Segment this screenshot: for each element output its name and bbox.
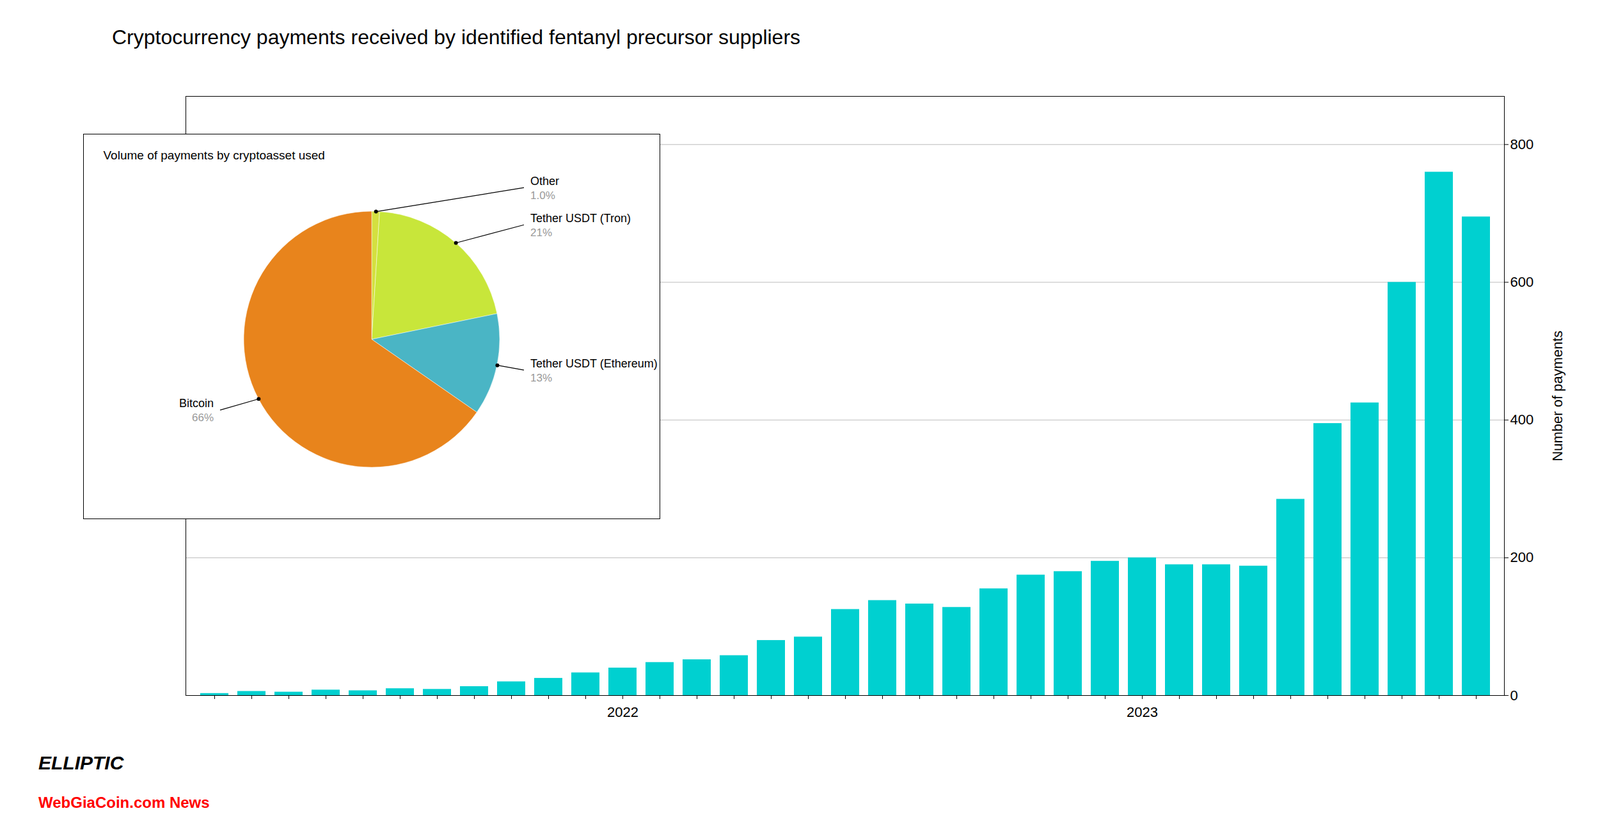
svg-text:Number of payments: Number of payments: [1549, 330, 1566, 461]
html-text:Cryptocurrency payments receiv: Cryptocurrency payments received by iden…: [111, 25, 801, 49]
svg-text:Tether USDT (Ethereum): Tether USDT (Ethereum): [530, 356, 658, 370]
svg-text:66%: 66%: [191, 411, 214, 424]
svg-text:1.0%: 1.0%: [530, 189, 556, 202]
svg-text:2023: 2023: [1126, 703, 1158, 720]
html-text:WebGiaCoin.com News: WebGiaCoin.com News: [38, 793, 210, 811]
svg-text:Other: Other: [530, 174, 560, 188]
svg-text:600: 600: [1510, 273, 1535, 290]
svg-text:2022: 2022: [607, 703, 639, 720]
svg-text:400: 400: [1510, 411, 1535, 428]
svg-text:21%: 21%: [530, 226, 553, 239]
svg-text:800: 800: [1510, 136, 1535, 153]
svg-text:0: 0: [1510, 687, 1519, 704]
svg-text:Tether USDT (Tron): Tether USDT (Tron): [530, 211, 631, 225]
svg-text:13%: 13%: [530, 371, 553, 384]
svg-text:200: 200: [1510, 548, 1535, 565]
svg-text:Volume of payments by cryptoas: Volume of payments by cryptoasset used: [103, 148, 325, 162]
svg-text:Bitcoin: Bitcoin: [179, 396, 214, 410]
html-text:ELLIPTIC: ELLIPTIC: [38, 751, 124, 773]
